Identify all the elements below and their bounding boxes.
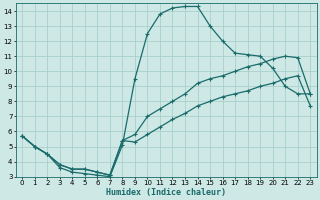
X-axis label: Humidex (Indice chaleur): Humidex (Indice chaleur): [106, 188, 226, 197]
